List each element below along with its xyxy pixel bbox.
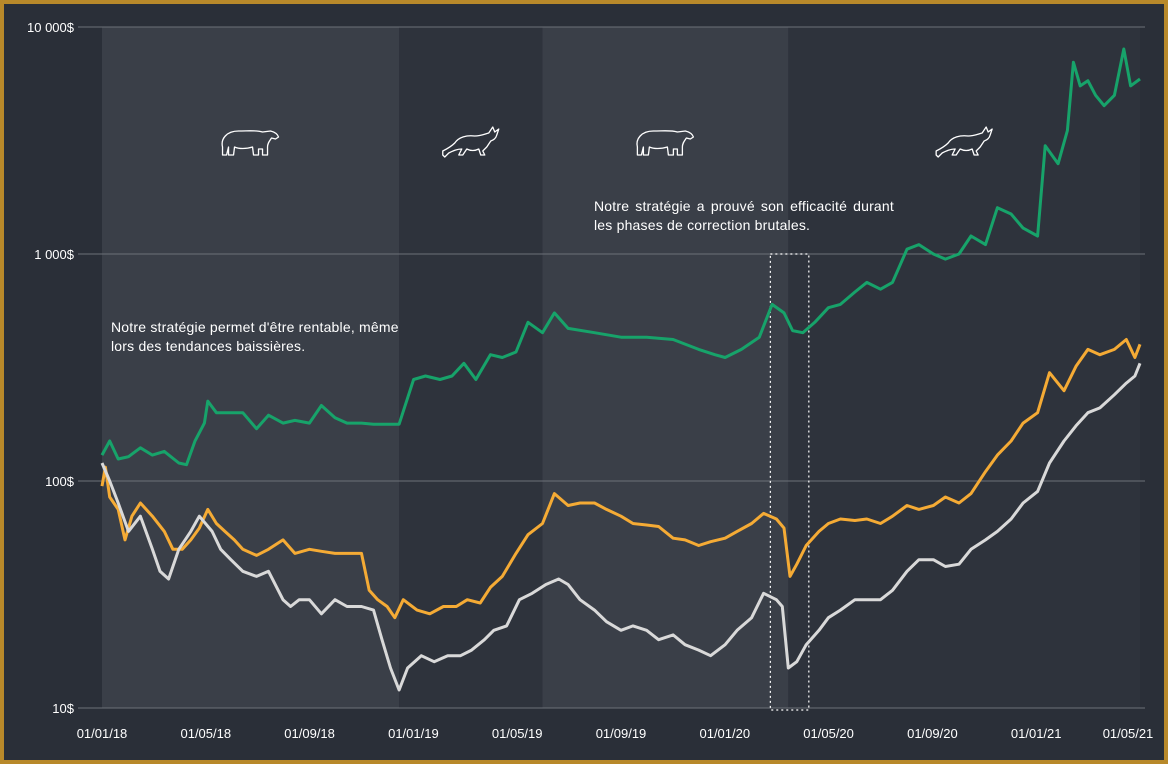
market-phase-band-bear (102, 27, 400, 708)
series-line-3 (100, 362, 1142, 692)
y-tick-label: 1 000$ (34, 247, 75, 262)
market-phase-bands (102, 27, 1140, 708)
y-axis-ticks: 10 000$ 1 000$ 100$ 10$ (27, 20, 75, 716)
x-tick-label: 01/01/19 (388, 726, 439, 741)
y-tick-label: 100$ (45, 474, 75, 489)
market-phase-icons (221, 126, 993, 158)
bull-icon (442, 126, 500, 158)
market-phase-band-bull (788, 27, 1140, 708)
x-tick-label: 01/05/19 (492, 726, 543, 741)
x-tick-label: 01/05/20 (803, 726, 854, 741)
bear-icon (636, 130, 695, 156)
bear-icon (221, 130, 280, 156)
x-tick-label: 01/09/18 (284, 726, 335, 741)
x-tick-label: 01/01/21 (1011, 726, 1062, 741)
y-tick-label: 10$ (52, 701, 74, 716)
x-tick-label: 01/09/19 (596, 726, 647, 741)
market-phase-band-bull (399, 27, 543, 708)
y-tick-label: 10 000$ (27, 20, 75, 35)
x-tick-label: 01/01/18 (77, 726, 128, 741)
x-tick-label: 01/01/20 (699, 726, 750, 741)
horizontal-gridlines (78, 26, 1145, 709)
correction-highlight-box (769, 253, 810, 711)
series-line-2 (100, 338, 1142, 620)
annotation-correction: Notre stratégie a prouvé son efficacité … (594, 198, 894, 233)
annotation-bear-market: Notre stratégie permet d'être rentable, … (111, 319, 399, 354)
x-axis-ticks: 01/01/18 01/05/18 01/09/18 01/01/19 01/05/19… (77, 726, 1154, 741)
x-tick-label: 01/05/21 (1103, 726, 1154, 741)
market-phase-band-bear (542, 27, 789, 708)
x-tick-label: 01/09/20 (907, 726, 958, 741)
bull-icon (935, 126, 993, 158)
correction-highlight-rect (769, 253, 810, 711)
series-lines (100, 47, 1142, 692)
x-tick-label: 01/05/18 (180, 726, 231, 741)
series-line-1 (100, 47, 1141, 467)
